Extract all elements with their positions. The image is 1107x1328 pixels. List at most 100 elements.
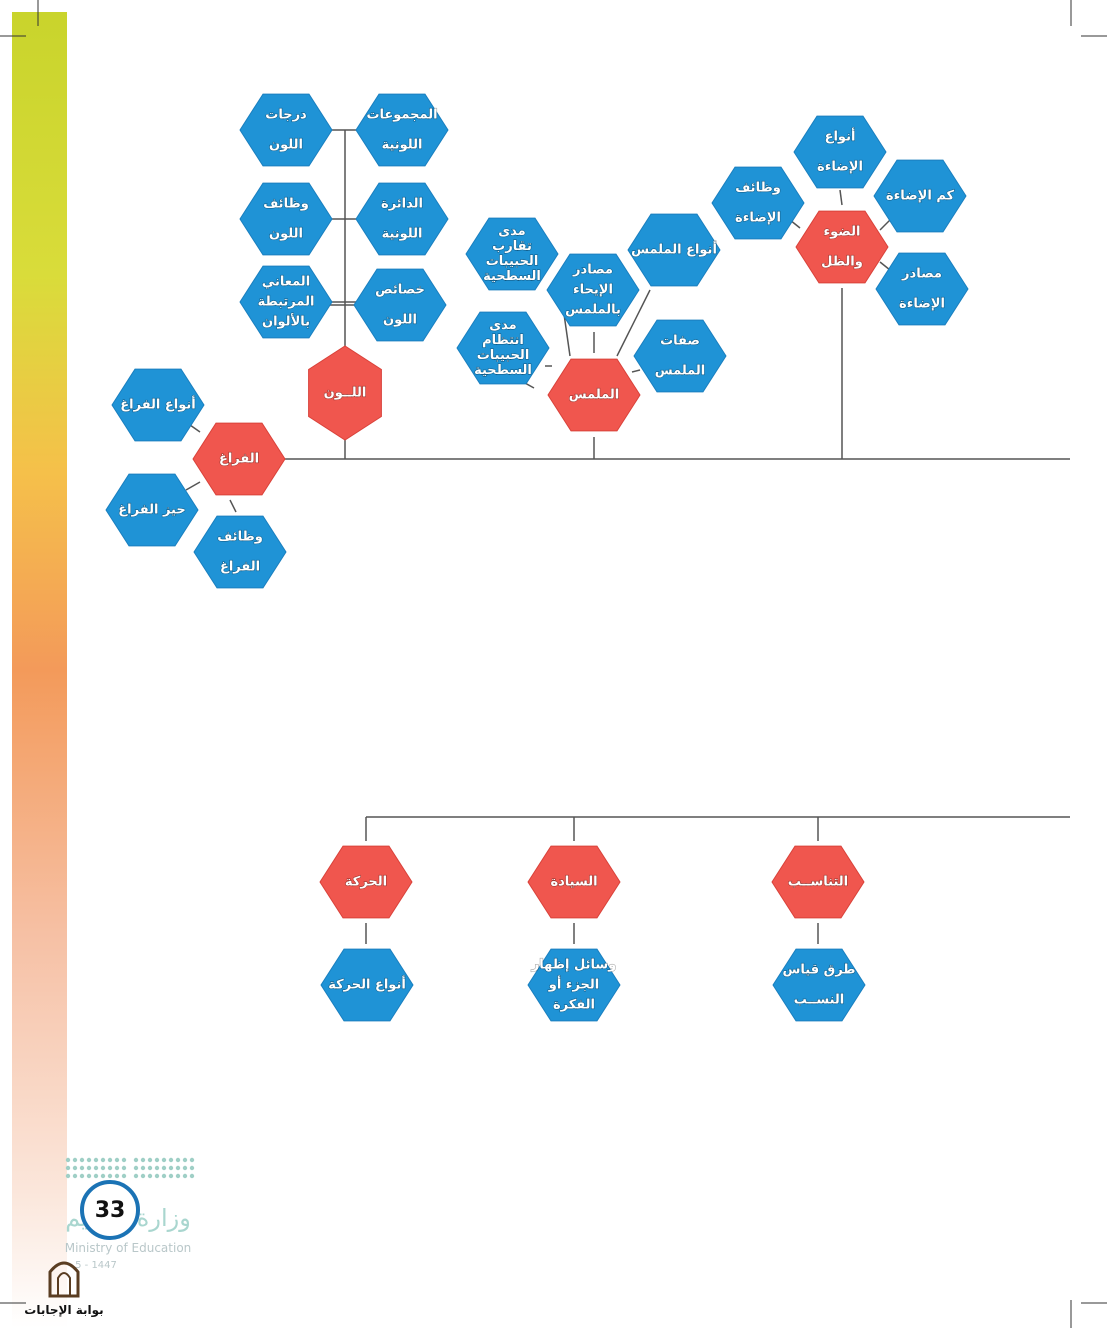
logo-dot: [133, 1173, 139, 1179]
logo-dot: [147, 1173, 153, 1179]
logo-dot: [86, 1173, 92, 1179]
sub-node: حيز الفراغ: [105, 473, 199, 547]
sub-node: وظائف الفراغ: [193, 515, 287, 589]
hexagon: [319, 845, 413, 919]
logo-dot: [189, 1165, 195, 1171]
connector: [185, 481, 201, 491]
connector: [879, 261, 891, 271]
logo-dot: [168, 1165, 174, 1171]
logo-dot: [93, 1173, 99, 1179]
logo-dot: [121, 1165, 127, 1171]
node-label: أنواع الحركة: [328, 976, 406, 993]
node-label: مدى: [489, 318, 516, 333]
logo-dots: [65, 1157, 195, 1179]
node-label: كم الإضاءة: [886, 189, 955, 204]
connector: [631, 369, 641, 373]
logo-dot: [107, 1157, 113, 1163]
node-label: السطحية: [483, 269, 541, 284]
logo-dot: [147, 1165, 153, 1171]
logo-dot: [72, 1165, 78, 1171]
node-label: التناســب: [788, 875, 848, 890]
hexagon: [239, 265, 333, 339]
sub-node: مصادر الإيحاء بالملمس: [546, 253, 640, 327]
logo-dot: [182, 1157, 188, 1163]
logo-dot: [189, 1157, 195, 1163]
logo-dot: [93, 1165, 99, 1171]
hexagon: [627, 213, 721, 287]
hexagon: [711, 166, 805, 240]
node-label: وسائل إظهار: [531, 958, 616, 973]
main-node: الضوء والظل: [795, 210, 889, 284]
logo-dot: [72, 1157, 78, 1163]
node-label: المجموعات: [366, 108, 437, 123]
sub-node: أنواع الملمس: [627, 213, 721, 287]
logo-dot: [154, 1157, 160, 1163]
node-label: مدى: [498, 224, 525, 239]
sub-node: الدائرة اللونية: [355, 182, 449, 256]
connector: [616, 289, 651, 357]
nodes: درجات اللون المجموعات اللونية وظائف اللون الدا…: [105, 93, 969, 1022]
hexagon: [192, 422, 286, 496]
sub-node: صفات الملمس: [633, 319, 727, 393]
node-label: أنواع الملمس: [631, 241, 717, 258]
node-label: اللون: [383, 313, 417, 328]
hexagon: [547, 358, 641, 432]
node-label: الدائرة: [381, 197, 423, 212]
logo-dot: [140, 1165, 146, 1171]
node-label: انتظام: [482, 333, 524, 348]
node-label: وظائف: [263, 197, 309, 212]
logo-dot: [114, 1165, 120, 1171]
logo-dot: [65, 1165, 71, 1171]
node-label: الفراغ: [220, 560, 260, 575]
hexagon: [793, 115, 887, 189]
sub-node: مصادر الإضاءة: [875, 252, 969, 326]
connector: [839, 189, 843, 206]
node-label: الملمس: [569, 388, 619, 403]
logo-dot: [168, 1173, 174, 1179]
hexagon: [308, 345, 382, 441]
node-label: الحبيبات: [486, 254, 539, 269]
node-label: الإضاءة: [735, 211, 781, 226]
hexagon: [772, 948, 866, 1022]
hexagon: [355, 93, 449, 167]
node-label: بالملمس: [565, 303, 621, 318]
sub-node: وسائل إظهار الجزء أو الفكرة: [527, 948, 621, 1022]
node-label: درجات: [265, 108, 307, 123]
logo-dot: [161, 1157, 167, 1163]
node-label: السيادة: [550, 875, 597, 890]
logo-dot: [79, 1165, 85, 1171]
logo-dot: [140, 1173, 146, 1179]
logo-dot: [72, 1173, 78, 1179]
ministry-logo: وزارة التعليم Ministry of Education 5 - …: [65, 1157, 195, 1271]
page-number: 33: [95, 1198, 126, 1223]
hexagon: [465, 217, 559, 291]
logo-dot: [133, 1157, 139, 1163]
node-label: وظائف: [735, 181, 781, 196]
node-label: أنواع: [825, 128, 856, 145]
logo-dot: [107, 1165, 113, 1171]
connector: [189, 424, 201, 433]
sub-node: أنواع الحركة: [320, 948, 414, 1022]
node-label: الإيحاء: [573, 283, 613, 298]
node-label: السطحية: [474, 363, 532, 378]
node-label: مصادر: [572, 263, 613, 278]
node-label: مصادر: [901, 267, 942, 282]
node-label: حيز الفراغ: [118, 503, 185, 518]
hexagon: [353, 268, 447, 342]
sub-node: المعاني المرتبطة بالألوان: [239, 265, 333, 339]
hexagon: [873, 159, 967, 233]
connector: [879, 219, 891, 231]
logo-dot: [189, 1173, 195, 1179]
node-label: الإضاءة: [899, 297, 945, 312]
sub-node: وظائف الإضاءة: [711, 166, 805, 240]
logo-dot: [140, 1157, 146, 1163]
main-node: الحركة: [319, 845, 413, 919]
logo-dot: [114, 1173, 120, 1179]
logo-dot: [86, 1165, 92, 1171]
node-label: صفات: [660, 334, 700, 349]
node-label: الإضاءة: [817, 160, 863, 175]
node-label: الحركة: [345, 875, 387, 890]
